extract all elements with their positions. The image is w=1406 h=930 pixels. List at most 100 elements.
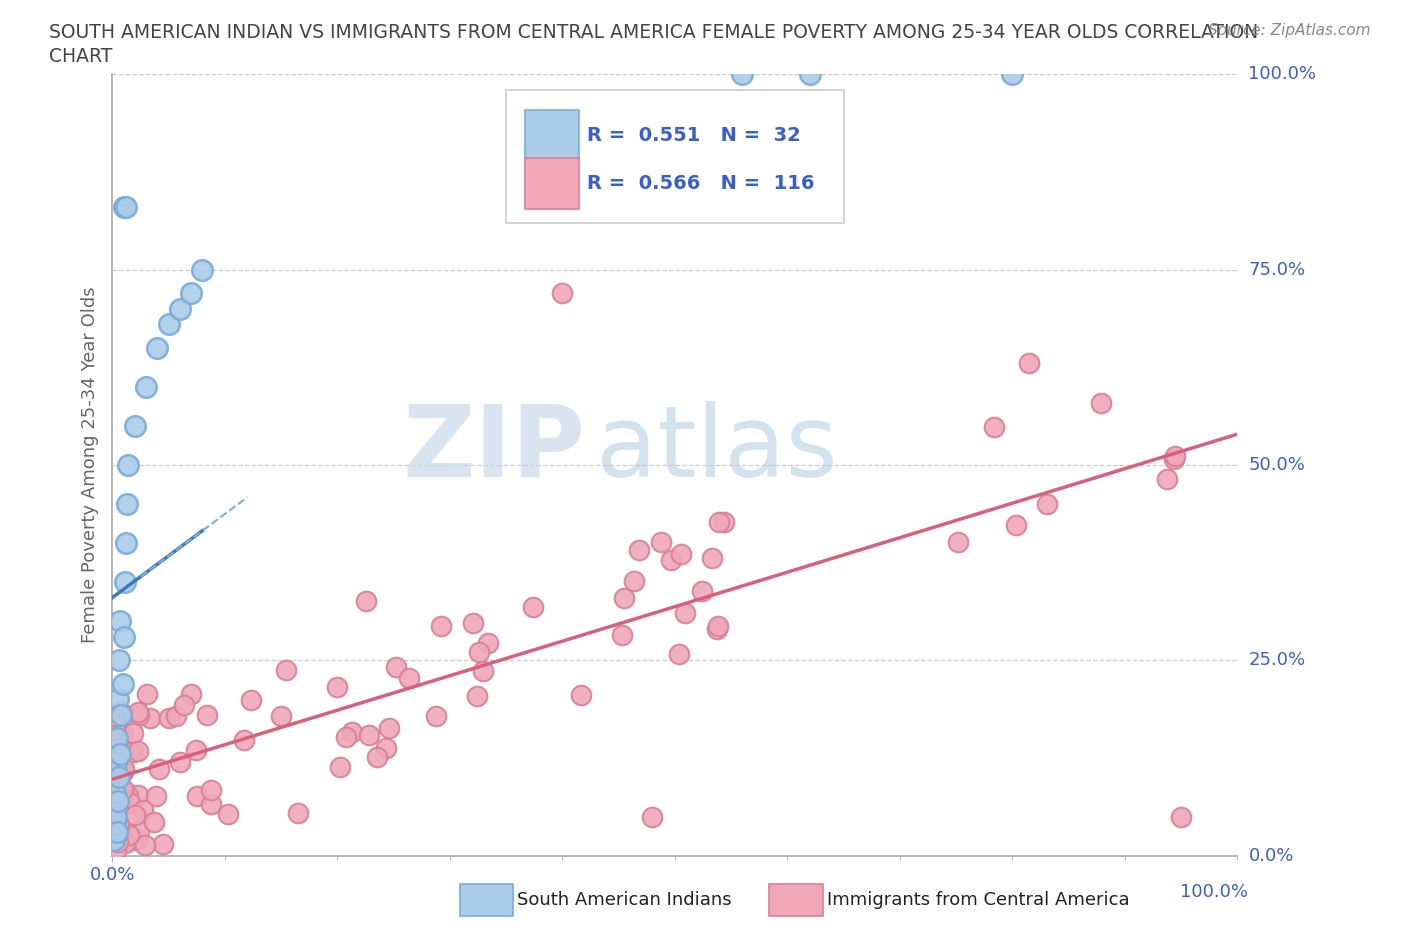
Point (610, 628, 633, 643)
Point (103, 774, 125, 789)
Point (184, 743, 207, 758)
FancyBboxPatch shape (526, 158, 579, 208)
Point (127, 787, 149, 802)
Point (115, 200, 138, 215)
Point (731, 67, 754, 82)
Point (135, 379, 157, 394)
Point (465, 688, 488, 703)
Point (148, 762, 170, 777)
Point (122, 725, 145, 740)
Point (157, 711, 180, 726)
Point (104, 817, 127, 831)
Point (103, 826, 125, 841)
Text: Source: ZipAtlas.com: Source: ZipAtlas.com (1208, 23, 1371, 38)
Point (121, 744, 143, 759)
Point (111, 828, 134, 843)
Point (191, 262, 214, 277)
Text: SOUTH AMERICAN INDIAN VS IMMIGRANTS FROM CENTRAL AMERICA FEMALE POVERTY AMONG 25: SOUTH AMERICAN INDIAN VS IMMIGRANTS FROM… (49, 23, 1258, 42)
Y-axis label: Female Poverty Among 25-34 Year Olds: Female Poverty Among 25-34 Year Olds (80, 286, 98, 644)
Point (104, 781, 127, 796)
Point (173, 698, 195, 712)
Point (180, 686, 202, 701)
Point (108, 770, 131, 785)
Point (110, 747, 132, 762)
Point (107, 817, 129, 832)
Point (111, 782, 134, 797)
Point (107, 737, 129, 751)
Point (1018, 355, 1040, 370)
Point (472, 664, 495, 679)
Point (152, 837, 174, 852)
Point (122, 832, 145, 847)
Point (799, 67, 821, 82)
Point (112, 630, 135, 644)
Point (200, 782, 222, 797)
Point (1090, 395, 1112, 410)
Point (342, 725, 364, 740)
Point (659, 552, 682, 567)
Point (468, 644, 491, 659)
Point (118, 796, 141, 811)
Point (1156, 472, 1178, 486)
Point (111, 725, 134, 740)
Point (117, 789, 139, 804)
Point (127, 831, 149, 846)
Point (218, 806, 240, 821)
Point (105, 825, 128, 840)
Point (104, 722, 127, 737)
Text: 75.0%: 75.0% (1249, 260, 1306, 279)
Point (359, 728, 381, 743)
Point (107, 733, 129, 748)
Point (136, 686, 159, 701)
Point (707, 619, 730, 634)
Point (104, 754, 127, 769)
Point (103, 727, 125, 742)
Point (169, 754, 191, 769)
Point (108, 719, 131, 734)
Point (430, 618, 453, 633)
Point (983, 419, 1005, 434)
Point (195, 708, 218, 723)
Point (671, 547, 693, 562)
Text: 100.0%: 100.0% (1181, 884, 1249, 901)
Point (477, 635, 499, 650)
Point (115, 497, 138, 512)
Point (329, 760, 352, 775)
Point (112, 762, 135, 777)
Text: R =  0.551   N =  32: R = 0.551 N = 32 (588, 126, 801, 145)
Point (335, 729, 357, 744)
Point (103, 832, 125, 847)
Point (114, 835, 136, 850)
Point (124, 808, 146, 823)
Text: South American Indians: South American Indians (517, 891, 733, 910)
Point (326, 680, 349, 695)
Point (112, 200, 135, 215)
Point (613, 591, 636, 605)
Text: atlas: atlas (596, 401, 838, 498)
Text: Immigrants from Central America: Immigrants from Central America (827, 891, 1129, 910)
FancyBboxPatch shape (506, 90, 844, 223)
Point (110, 708, 132, 723)
Point (103, 709, 125, 724)
Point (366, 750, 388, 764)
Point (107, 733, 129, 748)
Point (700, 551, 723, 565)
Point (186, 788, 208, 803)
Point (1170, 809, 1192, 824)
Point (461, 616, 484, 631)
Point (706, 621, 728, 636)
Point (114, 785, 136, 800)
Text: R =  0.566   N =  116: R = 0.566 N = 116 (588, 174, 814, 193)
Point (287, 805, 309, 820)
Point (650, 535, 672, 550)
Point (105, 804, 128, 818)
Point (104, 809, 127, 824)
Point (1001, 67, 1024, 82)
Point (108, 653, 131, 668)
Point (522, 599, 544, 614)
Point (134, 837, 156, 852)
Point (270, 709, 292, 724)
Point (180, 286, 202, 300)
Point (232, 733, 254, 748)
Point (157, 317, 180, 332)
